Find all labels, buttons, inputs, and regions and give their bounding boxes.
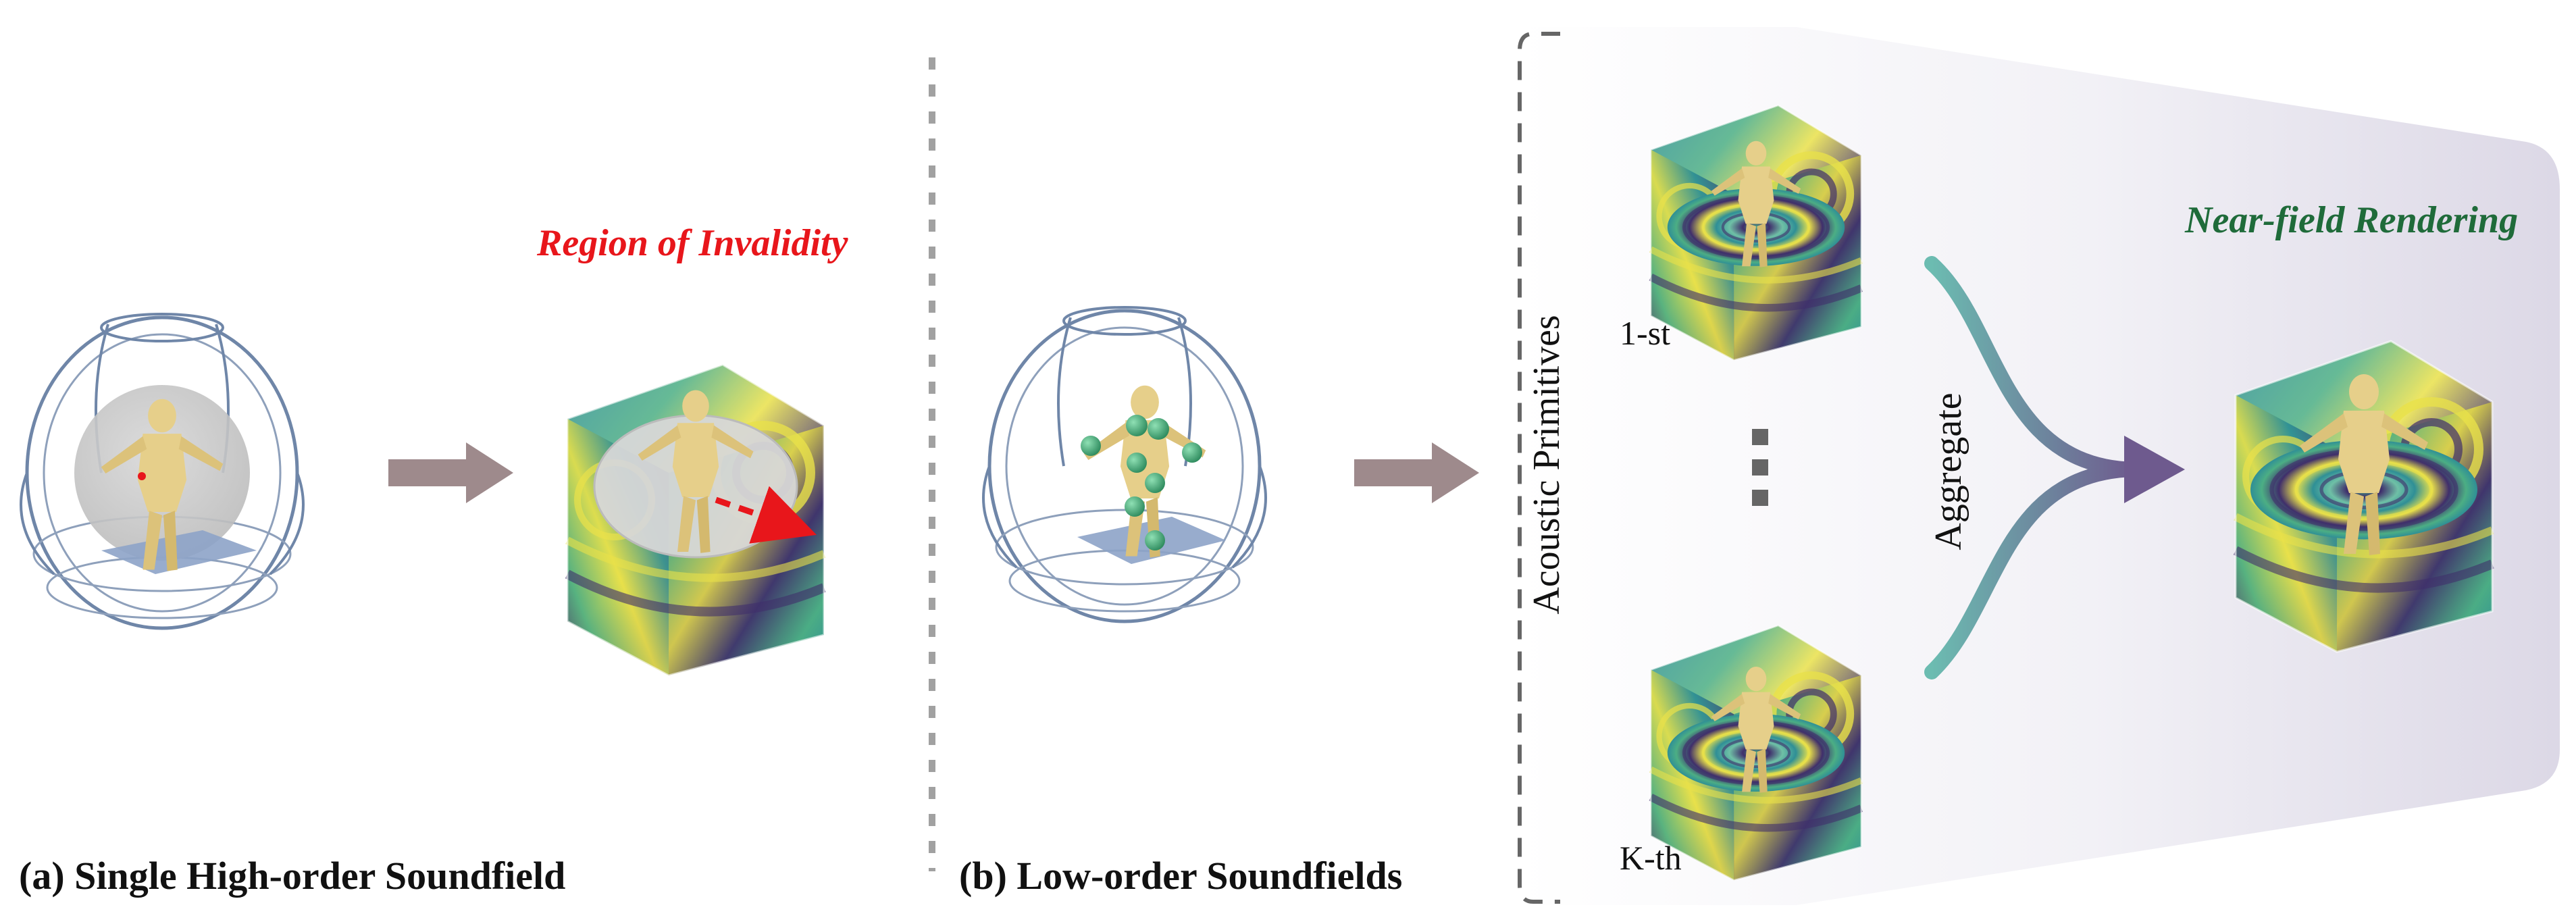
acoustic-primitives-label: Acoustic Primitives [1526, 315, 1568, 615]
invalidity-direction-arrow [715, 486, 817, 544]
near-field-result-cube [2236, 341, 2492, 652]
primitive-ball [1148, 418, 1169, 440]
primitive-cube-kth [1651, 625, 1861, 880]
aggregate-curve-bottom [1924, 462, 2142, 679]
aggregate-curve-top [1924, 256, 2142, 477]
ellipsis-dot [1752, 429, 1768, 445]
primitives-bracket [1518, 32, 1560, 904]
aggregate-label: Aggregate [1928, 392, 1969, 550]
primitive-ball [1145, 530, 1165, 550]
primitive-ball [1127, 453, 1147, 473]
process-arrow-b [1354, 442, 1479, 503]
primitive-cube-first [1651, 105, 1861, 360]
invalidity-field-cube [567, 365, 824, 675]
floor-plate [101, 530, 257, 574]
primitive-ball [1182, 442, 1202, 463]
low-order-cage [983, 307, 1266, 621]
high-order-cage [21, 314, 303, 628]
region-of-invalidity-title: Region of Invalidity [537, 222, 848, 264]
aggregate-arrowhead [2124, 436, 2185, 503]
primitive-ball [1126, 415, 1148, 436]
source-point [138, 472, 146, 480]
first-primitive-label: 1-st [1620, 314, 1670, 352]
ellipsis-dot [1752, 459, 1768, 476]
near-field-rendering-title: Near-field Rendering [2185, 199, 2519, 241]
primitive-ball [1081, 436, 1101, 456]
kth-primitive-label: K-th [1620, 839, 1682, 877]
process-arrow-a [388, 442, 513, 503]
caption-panel-b: (b) Low-order Soundfields [959, 854, 1403, 898]
primitive-ball [1125, 496, 1145, 517]
primitive-ball [1145, 473, 1165, 493]
ellipsis-dot [1752, 490, 1768, 506]
caption-panel-a: (a) Single High-order Soundfield [19, 854, 566, 898]
